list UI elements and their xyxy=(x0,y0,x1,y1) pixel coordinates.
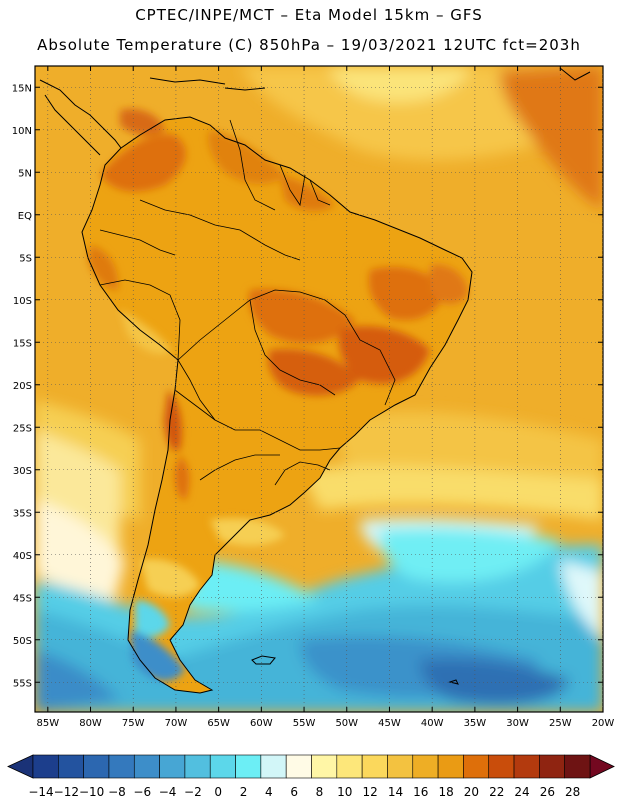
lon-tick-label: 35W xyxy=(464,718,487,729)
lat-tick-label: 30S xyxy=(13,466,32,477)
colorbar-swatch xyxy=(108,754,135,779)
colorbar-swatch xyxy=(133,754,160,779)
lat-tick-label: 5S xyxy=(19,253,32,264)
lat-tick-label: 10S xyxy=(13,296,32,307)
colorbar-label: 0 xyxy=(214,785,222,799)
lon-tick-label: 30W xyxy=(506,718,529,729)
lon-tick-label: 80W xyxy=(79,718,102,729)
lat-tick-label: 25S xyxy=(13,423,32,434)
colorbar-swatch xyxy=(539,754,565,779)
colorbar-label: −8 xyxy=(108,785,126,799)
lat-tick-label: 50S xyxy=(13,636,32,647)
colorbar-label: 16 xyxy=(413,785,428,799)
colorbar-label: 22 xyxy=(489,785,504,799)
colorbar-label: −6 xyxy=(133,785,151,799)
lon-tick-label: 65W xyxy=(207,718,230,729)
lon-tick-label: 55W xyxy=(293,718,316,729)
temperature-field xyxy=(35,66,603,712)
colorbar-swatch xyxy=(83,754,110,779)
map-subtitle: Absolute Temperature (C) 850hPa – 19/03/… xyxy=(37,36,581,54)
colorbar-swatch xyxy=(32,754,59,779)
colorbar-swatch xyxy=(184,754,211,779)
colorbar-swatch xyxy=(361,754,388,779)
lat-tick-label: 15S xyxy=(13,338,32,349)
lat-tick-label: 10N xyxy=(12,126,32,137)
colorbar-legend: −14 −12 −10 −8 −6 −4 −2 0 2 4 6 8 10 12 14 16 18 20 22 24 26… xyxy=(7,754,615,799)
colorbar-swatch xyxy=(387,754,414,779)
colorbar-swatch xyxy=(463,754,490,779)
lon-tick-label: 60W xyxy=(250,718,273,729)
lon-tick-label: 25W xyxy=(549,718,572,729)
colorbar-swatch xyxy=(260,754,287,779)
colorbar-under-triangle xyxy=(7,754,34,779)
colorbar-label: 2 xyxy=(240,785,248,799)
colorbar-swatch xyxy=(412,754,439,779)
colorbar-swatch xyxy=(159,754,186,779)
lat-tick-label: 5N xyxy=(18,168,32,179)
colorbar-label: 14 xyxy=(388,785,403,799)
colorbar-label: 10 xyxy=(337,785,352,799)
colorbar-label: 4 xyxy=(265,785,273,799)
colorbar-label: 20 xyxy=(464,785,479,799)
country-borders xyxy=(99,119,396,486)
lon-tick-label: 50W xyxy=(335,718,358,729)
colorbar-label: 26 xyxy=(540,785,555,799)
colorbar-swatch xyxy=(311,754,338,779)
colorbar-label: 18 xyxy=(438,785,453,799)
lat-tick-label: 45S xyxy=(13,593,32,604)
colorbar-label: 28 xyxy=(565,785,580,799)
colorbar-swatch xyxy=(209,754,236,779)
lat-tick-label: 20S xyxy=(13,381,32,392)
colorbar-swatch xyxy=(285,754,312,779)
colorbar-over-triangle xyxy=(589,754,615,779)
colorbar-label: −2 xyxy=(184,785,202,799)
lon-tick-label: 45W xyxy=(378,718,401,729)
lat-tick-label: 40S xyxy=(13,551,32,562)
map-title: CPTEC/INPE/MCT – Eta Model 15km – GFS xyxy=(135,6,483,24)
latitude-axis: 15N 10N 5N EQ 5S 10S 15S 20S 25S 30S 35S 40S 45S 50S 5… xyxy=(12,83,603,689)
colorbar-label: 8 xyxy=(316,785,324,799)
colorbar-swatch xyxy=(58,754,84,779)
lat-tick-label: 55S xyxy=(13,678,32,689)
lon-tick-label: 20W xyxy=(592,718,615,729)
plot-frame xyxy=(34,65,604,713)
lon-tick-label: 85W xyxy=(36,718,59,729)
lon-tick-label: 75W xyxy=(122,718,145,729)
colorbar-label: −14 xyxy=(28,785,53,799)
colorbar-swatch xyxy=(336,754,363,779)
colorbar-label: 24 xyxy=(514,785,529,799)
colorbar-label: 6 xyxy=(290,785,298,799)
lat-tick-label: 15N xyxy=(12,83,32,94)
colorbar-label: 12 xyxy=(362,785,377,799)
lat-tick-label: EQ xyxy=(18,211,32,222)
colorbar-swatch xyxy=(488,754,515,779)
lat-tick-label: 35S xyxy=(13,508,32,519)
colorbar-swatch xyxy=(437,754,464,779)
colorbar-swatch xyxy=(235,754,262,779)
colorbar-swatch xyxy=(564,754,591,779)
colorbar-swatch xyxy=(513,754,540,779)
lon-tick-label: 40W xyxy=(421,718,444,729)
colorbar-label: −4 xyxy=(159,785,177,799)
longitude-axis: 85W 80W 75W 70W 65W 60W 55W 50W 45W 40W 35W 30W 25W 2… xyxy=(36,66,614,729)
colorbar-label: −10 xyxy=(79,785,104,799)
colorbar-label: −12 xyxy=(54,785,79,799)
lon-tick-label: 70W xyxy=(165,718,188,729)
graticule xyxy=(35,66,603,712)
